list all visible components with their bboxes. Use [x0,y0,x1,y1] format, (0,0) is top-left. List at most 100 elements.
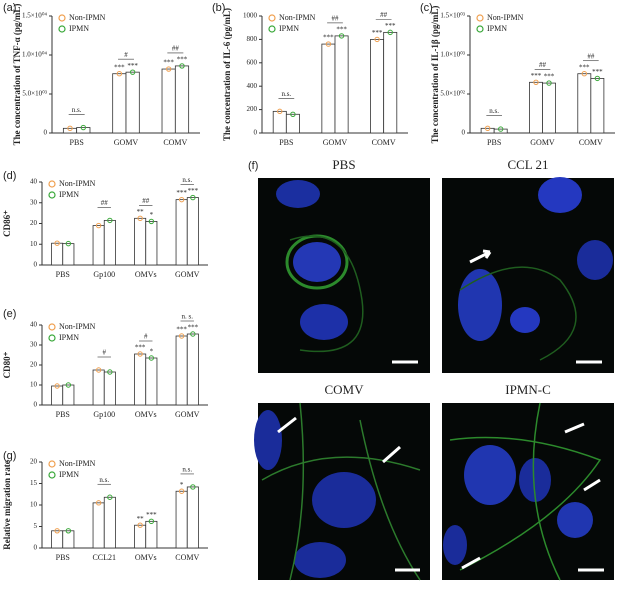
bar [370,39,385,134]
data-point [387,29,393,36]
y-tick-label: 40 [30,178,38,186]
micrograph [258,178,430,373]
x-tick-label: GOMV [114,138,139,147]
bar [174,65,190,134]
data-point [95,222,102,229]
legend-marker [268,25,276,33]
bar [321,43,336,134]
significance: *** [163,59,174,67]
data-point [581,71,588,77]
y-tick-label: 0 [34,261,38,269]
bar [145,221,158,266]
significance: *** [146,511,157,519]
panel-label: (a) [3,2,16,14]
y-tick-label: 1.5×10⁰⁴ [22,12,48,20]
data-point [95,367,102,373]
data-point [277,108,283,115]
data-point [107,369,113,375]
legend-marker [48,334,56,342]
legend-label: IPMN [59,333,79,342]
x-tick-label: Gp100 [93,410,115,419]
y-tick-label: 40 [30,321,38,329]
bar [186,197,199,266]
y-tick-label: 10 [30,501,38,509]
comparison: ## [172,45,180,53]
panel-label: (d) [3,170,16,182]
y-tick-label: 5 [34,522,38,530]
micrograph [442,177,614,373]
legend-label: IPMN [487,24,507,33]
y-tick-label: 1.0×10⁰³ [440,51,465,59]
data-point [190,331,196,337]
legend-label: Non-IPMN [279,13,316,22]
comparison: ## [142,197,150,205]
data-point [137,215,143,222]
y-tick-label: 0 [44,129,48,137]
legend-marker [268,14,276,22]
data-point [178,488,185,494]
legend-marker [58,14,66,22]
data-point [137,351,143,357]
legend-label: Non-IPMN [59,179,96,188]
significance: *** [176,326,187,334]
significance: *** [531,72,542,80]
significance: *** [579,63,590,71]
bar [92,502,105,549]
y-tick-label: 1.5×10⁰³ [440,12,465,20]
significance: * [150,211,154,219]
bar [175,199,188,266]
bar [145,520,158,549]
bar [175,335,188,406]
x-tick-label: OMVs [135,553,157,562]
bar [51,242,64,266]
data-point [179,63,185,69]
significance: *** [188,187,199,195]
legend-label: Non-IPMN [59,459,96,468]
comparison: n.s. [72,106,82,114]
bar [186,333,199,406]
y-axis-title: The concentration of TNF-α (pg/mL) [12,4,22,146]
x-tick-label: GOMV [323,138,348,147]
bar [62,530,75,549]
data-point [594,75,601,82]
bar [134,524,147,549]
y-axis-title: Relative migration rate [2,460,12,549]
comparison: n.s. [281,90,291,98]
data-point [325,41,332,47]
bar [134,353,147,406]
significance: * [180,481,184,489]
panel-label: (b) [212,2,225,14]
image-label: IPMN-C [505,382,551,397]
legend-marker [48,180,56,188]
data-point [497,126,504,132]
legend-marker [48,471,56,479]
x-tick-label: OMVs [135,270,157,279]
y-tick-label: 30 [30,341,38,349]
significance: *** [188,324,199,332]
x-tick-label: Gp100 [93,270,115,279]
y-tick-label: 600 [247,58,258,66]
legend-marker [48,323,56,331]
legend-label: Non-IPMN [59,322,96,331]
significance: ** [137,515,145,523]
data-point [290,111,296,117]
x-tick-label: OMVs [135,410,157,419]
panel-label: (f) [248,160,258,172]
x-tick-label: COMV [579,138,603,147]
bar [161,68,176,134]
data-point [67,125,73,132]
y-tick-label: 1.0×10⁰⁴ [22,51,48,59]
data-point [338,33,345,39]
significance: *** [176,189,187,197]
x-tick-label: PBS [56,410,70,419]
bar [103,496,116,549]
data-point [178,333,185,339]
data-point [546,80,552,86]
comparison: ## [101,199,109,207]
y-tick-label: 15 [30,479,38,487]
panel-label: (g) [3,450,16,462]
x-tick-label: CCL21 [92,553,116,562]
panel-label: (c) [420,2,433,14]
bar [145,357,158,406]
y-tick-label: 0 [34,401,38,409]
